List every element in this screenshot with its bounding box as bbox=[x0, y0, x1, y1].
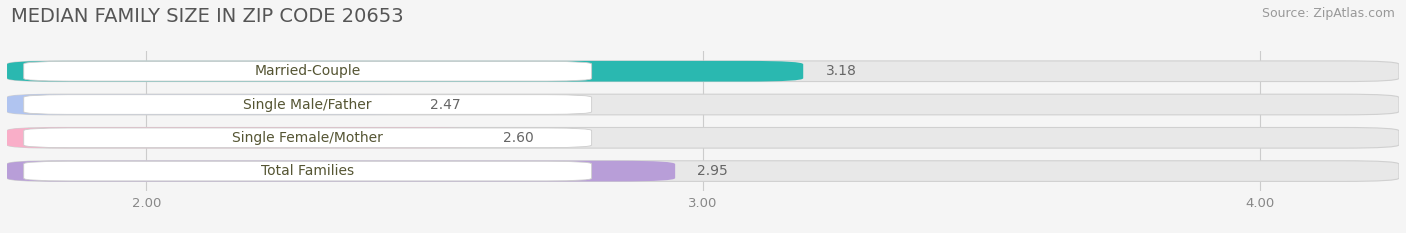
Text: 3.18: 3.18 bbox=[825, 64, 856, 78]
FancyBboxPatch shape bbox=[24, 161, 592, 181]
Text: 2.95: 2.95 bbox=[697, 164, 728, 178]
FancyBboxPatch shape bbox=[7, 94, 1399, 115]
Text: 2.47: 2.47 bbox=[430, 98, 461, 112]
Text: MEDIAN FAMILY SIZE IN ZIP CODE 20653: MEDIAN FAMILY SIZE IN ZIP CODE 20653 bbox=[11, 7, 404, 26]
FancyBboxPatch shape bbox=[7, 94, 408, 115]
Text: Married-Couple: Married-Couple bbox=[254, 64, 361, 78]
Text: Single Female/Mother: Single Female/Mother bbox=[232, 131, 382, 145]
FancyBboxPatch shape bbox=[7, 161, 675, 182]
FancyBboxPatch shape bbox=[24, 95, 592, 114]
Text: Source: ZipAtlas.com: Source: ZipAtlas.com bbox=[1261, 7, 1395, 20]
FancyBboxPatch shape bbox=[24, 128, 592, 148]
FancyBboxPatch shape bbox=[7, 127, 1399, 148]
FancyBboxPatch shape bbox=[7, 61, 803, 82]
Text: 2.60: 2.60 bbox=[502, 131, 533, 145]
FancyBboxPatch shape bbox=[7, 127, 481, 148]
FancyBboxPatch shape bbox=[7, 161, 1399, 182]
FancyBboxPatch shape bbox=[7, 61, 1399, 82]
Text: Total Families: Total Families bbox=[262, 164, 354, 178]
FancyBboxPatch shape bbox=[24, 62, 592, 81]
Text: Single Male/Father: Single Male/Father bbox=[243, 98, 373, 112]
